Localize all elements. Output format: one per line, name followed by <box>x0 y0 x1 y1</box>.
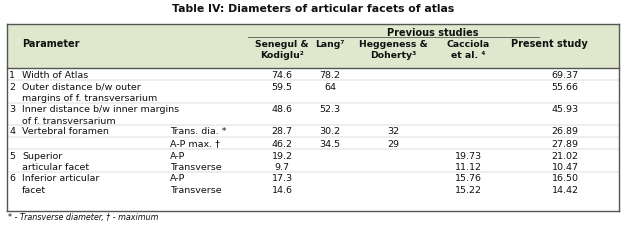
Text: 45.93: 45.93 <box>552 105 578 114</box>
Text: A-P
Transverse: A-P Transverse <box>170 173 222 194</box>
Text: 4: 4 <box>9 127 15 136</box>
Text: 6: 6 <box>9 173 15 182</box>
Text: Inner distance b/w inner margins
of f. transversarium: Inner distance b/w inner margins of f. t… <box>22 105 179 125</box>
Text: Senegul &
Kodiglu²: Senegul & Kodiglu² <box>255 40 309 60</box>
Text: 59.5: 59.5 <box>272 82 292 91</box>
Text: Trans. dia. *: Trans. dia. * <box>170 127 227 136</box>
Text: 1: 1 <box>9 70 15 79</box>
Text: 19.2
9.7: 19.2 9.7 <box>272 151 292 172</box>
Text: 17.3
14.6: 17.3 14.6 <box>272 173 292 194</box>
Text: 78.2: 78.2 <box>319 70 341 79</box>
Text: A-P max. †: A-P max. † <box>170 139 220 148</box>
Text: 74.6: 74.6 <box>272 70 292 79</box>
Text: 15.76
15.22: 15.76 15.22 <box>454 173 481 194</box>
Text: A-P
Transverse: A-P Transverse <box>170 151 222 172</box>
Text: Table IV: Diameters of articular facets of atlas: Table IV: Diameters of articular facets … <box>172 4 454 14</box>
Text: 64: 64 <box>324 82 336 91</box>
Text: 3: 3 <box>9 105 15 114</box>
Text: 55.66: 55.66 <box>552 82 578 91</box>
Text: Superior
articular facet: Superior articular facet <box>22 151 89 172</box>
Text: Cacciola
et al. ⁴: Cacciola et al. ⁴ <box>446 40 490 60</box>
Text: Heggeness &
Doherty³: Heggeness & Doherty³ <box>359 40 428 60</box>
Text: 32: 32 <box>387 127 399 136</box>
Text: Present study: Present study <box>511 39 588 49</box>
Text: 27.89: 27.89 <box>552 139 578 148</box>
Text: 16.50
14.42: 16.50 14.42 <box>552 173 578 194</box>
Text: Lang⁷: Lang⁷ <box>316 40 345 49</box>
Text: Parameter: Parameter <box>22 39 80 49</box>
Text: 2: 2 <box>9 82 15 91</box>
Text: 69.37: 69.37 <box>552 70 578 79</box>
Text: Width of Atlas: Width of Atlas <box>22 70 88 79</box>
Bar <box>7 25 619 69</box>
Text: 5: 5 <box>9 151 15 160</box>
Text: 52.3: 52.3 <box>319 105 341 114</box>
Text: Outer distance b/w outer
margins of f. transversarium: Outer distance b/w outer margins of f. t… <box>22 82 157 103</box>
Text: Inferior articular
facet: Inferior articular facet <box>22 173 100 194</box>
Text: * - Transverse diameter, † - maximum: * - Transverse diameter, † - maximum <box>8 212 158 221</box>
Text: 28.7: 28.7 <box>272 127 292 136</box>
Text: 26.89: 26.89 <box>552 127 578 136</box>
Text: 48.6: 48.6 <box>272 105 292 114</box>
Text: 19.73
11.12: 19.73 11.12 <box>454 151 481 172</box>
Text: 21.02
10.47: 21.02 10.47 <box>552 151 578 172</box>
Text: 46.2: 46.2 <box>272 139 292 148</box>
Text: Vertebral foramen: Vertebral foramen <box>22 127 109 136</box>
Text: 29: 29 <box>387 139 399 148</box>
Text: 34.5: 34.5 <box>319 139 341 148</box>
Text: Previous studies: Previous studies <box>387 28 478 38</box>
Text: 30.2: 30.2 <box>319 127 341 136</box>
